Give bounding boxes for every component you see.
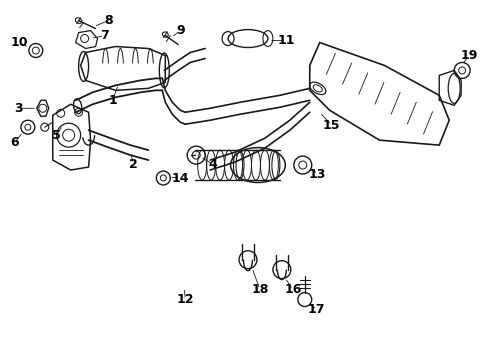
Text: 1: 1 — [108, 94, 117, 107]
Text: 15: 15 — [322, 119, 340, 132]
Text: 6: 6 — [11, 136, 19, 149]
Text: 9: 9 — [176, 24, 184, 37]
Text: 3: 3 — [15, 102, 23, 115]
Text: 8: 8 — [104, 14, 113, 27]
Text: 4: 4 — [208, 158, 217, 171]
Text: 11: 11 — [277, 34, 294, 47]
Text: 17: 17 — [307, 303, 325, 316]
Text: 13: 13 — [308, 167, 325, 180]
Text: 18: 18 — [251, 283, 268, 296]
Text: 12: 12 — [176, 293, 194, 306]
Text: 16: 16 — [284, 283, 301, 296]
Text: 10: 10 — [10, 36, 27, 49]
Text: 19: 19 — [460, 49, 477, 62]
Text: 14: 14 — [171, 171, 189, 185]
Text: 7: 7 — [100, 29, 109, 42]
Text: 2: 2 — [129, 158, 138, 171]
Text: 5: 5 — [52, 129, 61, 142]
